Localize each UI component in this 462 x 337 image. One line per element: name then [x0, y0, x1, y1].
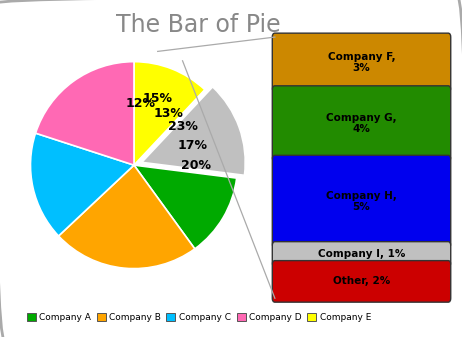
Text: Company F,
3%: Company F, 3% — [328, 52, 395, 73]
Text: 13%: 13% — [153, 107, 183, 120]
Text: Company I, 1%: Company I, 1% — [318, 249, 405, 259]
Text: Other, 2%: Other, 2% — [333, 276, 390, 286]
Wedge shape — [134, 62, 205, 165]
Wedge shape — [36, 62, 134, 165]
Wedge shape — [134, 165, 237, 249]
Wedge shape — [59, 165, 195, 269]
FancyBboxPatch shape — [272, 261, 451, 302]
Text: 12%: 12% — [126, 97, 156, 110]
Text: 23%: 23% — [168, 120, 198, 133]
Text: 20%: 20% — [181, 159, 211, 172]
Legend: Company A, Company B, Company C, Company D, Company E: Company A, Company B, Company C, Company… — [23, 309, 375, 326]
Text: Company H,
5%: Company H, 5% — [326, 190, 397, 212]
Wedge shape — [142, 87, 245, 175]
FancyBboxPatch shape — [272, 86, 451, 161]
Wedge shape — [30, 133, 134, 236]
FancyBboxPatch shape — [272, 155, 451, 247]
FancyBboxPatch shape — [272, 242, 451, 266]
Text: 15%: 15% — [142, 92, 172, 105]
FancyBboxPatch shape — [272, 33, 451, 92]
Text: 17%: 17% — [178, 139, 208, 152]
Text: The Bar of Pie: The Bar of Pie — [116, 13, 281, 37]
Text: Company G,
4%: Company G, 4% — [326, 113, 397, 134]
